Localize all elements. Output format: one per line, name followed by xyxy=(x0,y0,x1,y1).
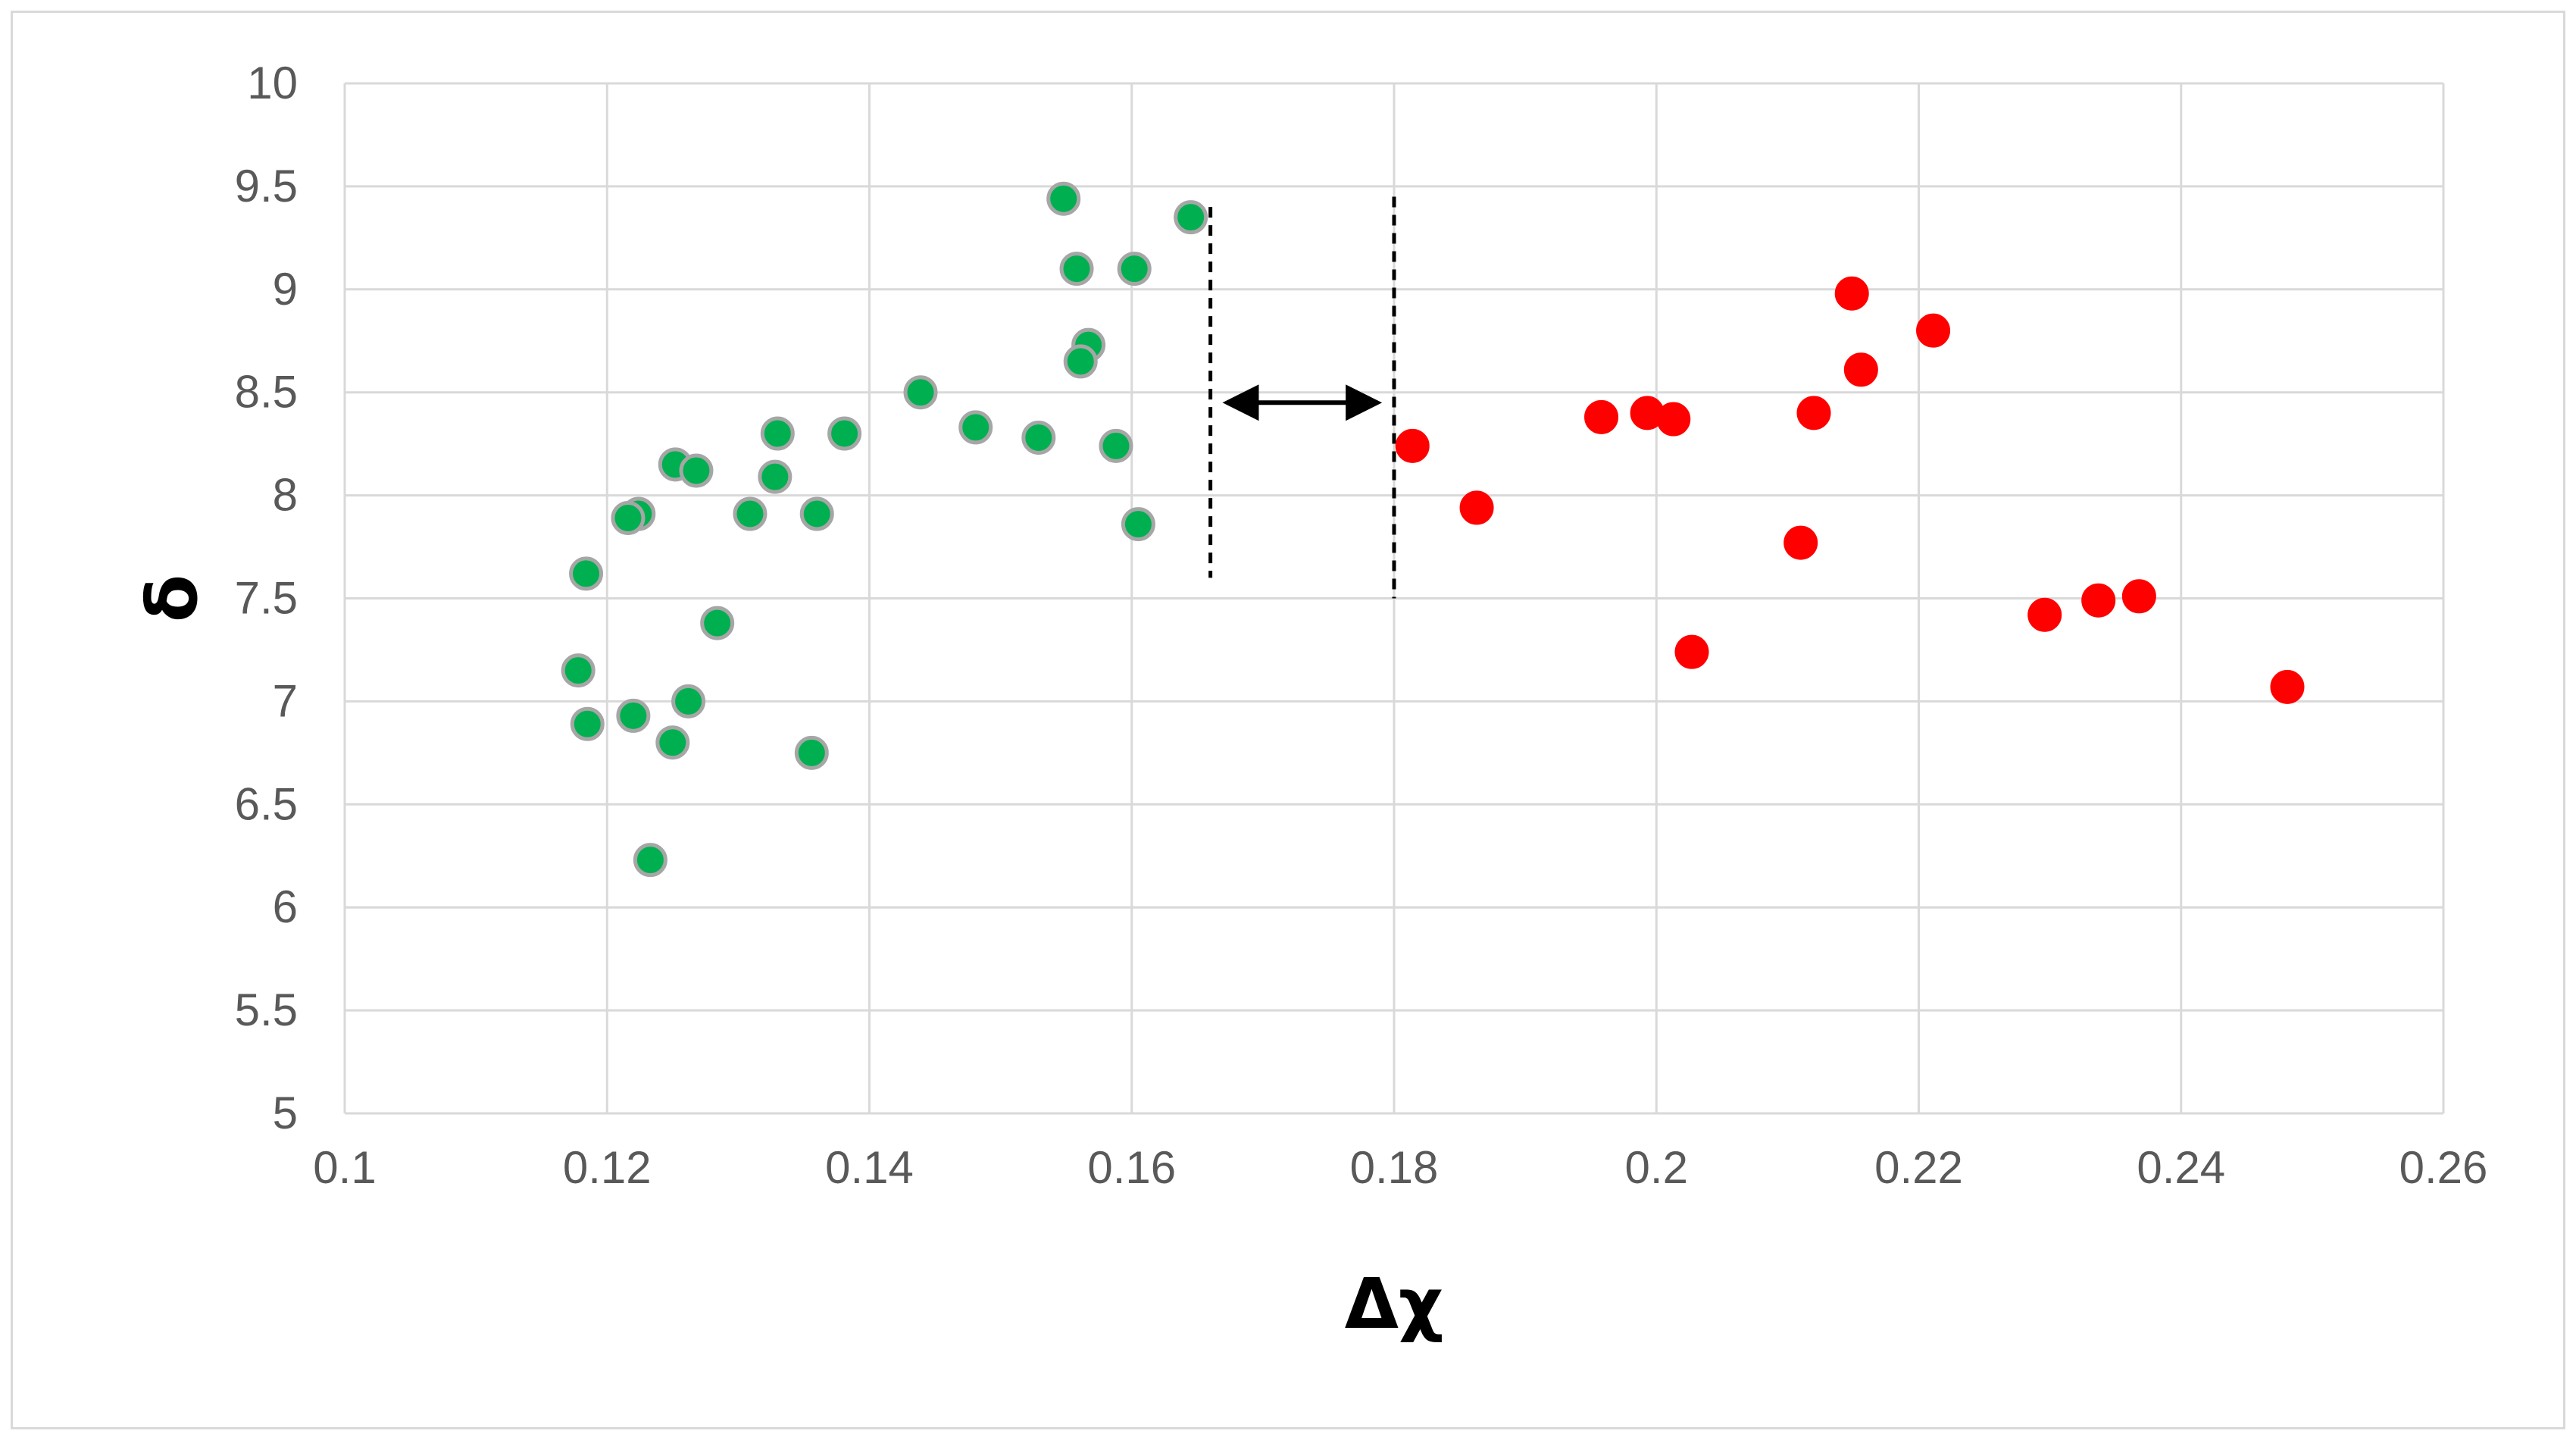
y-tick-label: 6.5 xyxy=(235,778,298,829)
red-data-point xyxy=(1796,396,1831,430)
y-tick-label: 8.5 xyxy=(235,367,298,418)
green-data-point xyxy=(733,496,767,531)
green-data-point xyxy=(1059,252,1094,286)
scatter-chart: 5 5.5 6 6.5 7 7.5 8 8.5 9 9.5 10 0.1 0.12 0.14 0.16 0.1… xyxy=(132,58,2488,1345)
green-data-point xyxy=(1121,507,1155,542)
green-data-point xyxy=(760,416,795,451)
y-tick-label: 5 xyxy=(273,1088,298,1138)
red-data-point xyxy=(1916,313,1951,348)
green-data-point xyxy=(700,606,735,640)
green-data-point xyxy=(758,459,792,494)
x-tick-label: 0.2 xyxy=(1625,1142,1688,1193)
y-tick-label: 5.5 xyxy=(235,985,298,1035)
green-data-point xyxy=(671,684,706,718)
red-data-point xyxy=(1656,402,1691,437)
y-tick-label: 9.5 xyxy=(235,161,298,211)
chart-frame: 5 5.5 6 6.5 7 7.5 8 8.5 9 9.5 10 0.1 0.12 0.14 0.16 0.1… xyxy=(11,11,2565,1429)
tick-labels: 5 5.5 6 6.5 7 7.5 8 8.5 9 9.5 10 0.1 0.12 0.14 0.16 0.1… xyxy=(235,58,2488,1193)
x-axis-title: Δχ xyxy=(1345,1263,1444,1345)
y-tick-label: 7 xyxy=(273,675,298,726)
x-tick-label: 0.18 xyxy=(1350,1142,1439,1193)
x-tick-label: 0.14 xyxy=(825,1142,914,1193)
data-points xyxy=(561,181,2305,878)
x-tick-label: 0.24 xyxy=(2137,1142,2225,1193)
green-data-point xyxy=(903,375,938,410)
y-tick-label: 10 xyxy=(247,58,298,108)
x-tick-label: 0.1 xyxy=(313,1142,376,1193)
red-data-point xyxy=(2121,579,2156,614)
green-data-point xyxy=(1021,420,1056,455)
y-axis-title: δ xyxy=(132,574,213,622)
y-tick-label: 8 xyxy=(273,470,298,521)
green-data-point xyxy=(570,706,605,741)
x-tick-label: 0.26 xyxy=(2399,1142,2488,1193)
green-data-point xyxy=(1063,344,1098,379)
red-data-point xyxy=(1784,525,1818,560)
red-data-point xyxy=(1674,634,1709,669)
green-data-point xyxy=(633,843,667,878)
green-data-point xyxy=(655,725,690,760)
green-data-point xyxy=(679,453,714,488)
x-tick-label: 0.16 xyxy=(1087,1142,1176,1193)
green-data-point xyxy=(1046,181,1081,216)
red-data-point xyxy=(1395,428,1430,463)
green-data-point xyxy=(1099,428,1133,463)
green-data-point xyxy=(1117,252,1152,286)
green-data-point xyxy=(799,496,834,531)
green-data-point xyxy=(1174,200,1208,235)
y-tick-label: 6 xyxy=(273,881,298,932)
green-data-point xyxy=(794,735,829,770)
red-data-point xyxy=(1843,352,1878,387)
annotations xyxy=(1208,196,1396,599)
red-data-point xyxy=(1459,490,1494,525)
green-data-point xyxy=(569,556,604,591)
x-tick-label: 0.22 xyxy=(1874,1142,1963,1193)
y-tick-label: 7.5 xyxy=(235,573,298,624)
green-data-point xyxy=(827,416,862,451)
red-data-point xyxy=(2027,597,2062,632)
y-tick-label: 9 xyxy=(273,264,298,315)
green-data-point xyxy=(611,500,646,535)
green-data-point xyxy=(958,410,993,445)
red-data-point xyxy=(2081,583,2116,618)
red-data-point xyxy=(1584,399,1619,434)
x-tick-label: 0.12 xyxy=(563,1142,652,1193)
red-data-point xyxy=(2270,669,2305,704)
red-data-point xyxy=(1834,276,1869,311)
green-data-point xyxy=(561,653,596,688)
green-data-point xyxy=(616,698,651,733)
